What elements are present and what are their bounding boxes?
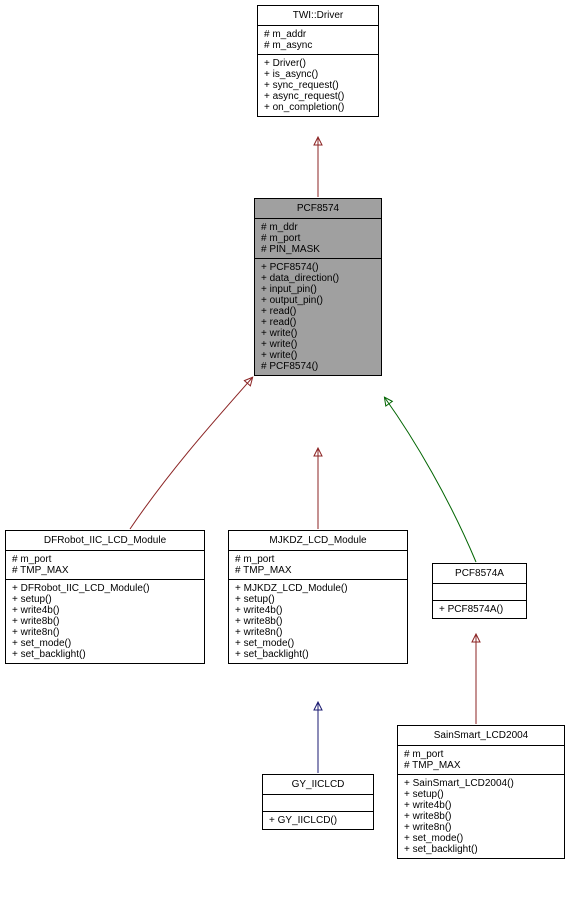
edge-dfrobot-pcf8574 <box>130 378 252 529</box>
node-fields: # m_addr # m_async <box>258 26 378 55</box>
node-title: SainSmart_LCD2004 <box>398 726 564 746</box>
node-methods: + MJKDZ_LCD_Module() + setup() + write4b… <box>229 580 407 663</box>
node-title: TWI::Driver <box>258 6 378 26</box>
node-fields: # m_port # TMP_MAX <box>6 551 204 580</box>
node-fields <box>433 584 526 601</box>
node-title: DFRobot_IIC_LCD_Module <box>6 531 204 551</box>
node-mjkdz[interactable]: MJKDZ_LCD_Module # m_port # TMP_MAX + MJ… <box>228 530 408 664</box>
uml-diagram: TWI::Driver # m_addr # m_async + Driver(… <box>0 0 569 904</box>
node-gyiiclcd[interactable]: GY_IICLCD + GY_IICLCD() <box>262 774 374 830</box>
node-fields <box>263 795 373 812</box>
node-twi-driver[interactable]: TWI::Driver # m_addr # m_async + Driver(… <box>257 5 379 117</box>
node-methods: + Driver() + is_async() + sync_request()… <box>258 55 378 116</box>
node-title: PCF8574 <box>255 199 381 219</box>
node-methods: + GY_IICLCD() <box>263 812 373 829</box>
node-title: GY_IICLCD <box>263 775 373 795</box>
node-methods: + DFRobot_IIC_LCD_Module() + setup() + w… <box>6 580 204 663</box>
node-dfrobot[interactable]: DFRobot_IIC_LCD_Module # m_port # TMP_MA… <box>5 530 205 664</box>
node-fields: # m_ddr # m_port # PIN_MASK <box>255 219 381 259</box>
node-title: MJKDZ_LCD_Module <box>229 531 407 551</box>
node-methods: + PCF8574A() <box>433 601 526 618</box>
node-sainsmart[interactable]: SainSmart_LCD2004 # m_port # TMP_MAX + S… <box>397 725 565 859</box>
node-methods: + PCF8574() + data_direction() + input_p… <box>255 259 381 375</box>
node-pcf8574a[interactable]: PCF8574A + PCF8574A() <box>432 563 527 619</box>
node-pcf8574[interactable]: PCF8574 # m_ddr # m_port # PIN_MASK + PC… <box>254 198 382 376</box>
node-fields: # m_port # TMP_MAX <box>398 746 564 775</box>
node-title: PCF8574A <box>433 564 526 584</box>
node-methods: + SainSmart_LCD2004() + setup() + write4… <box>398 775 564 858</box>
node-fields: # m_port # TMP_MAX <box>229 551 407 580</box>
